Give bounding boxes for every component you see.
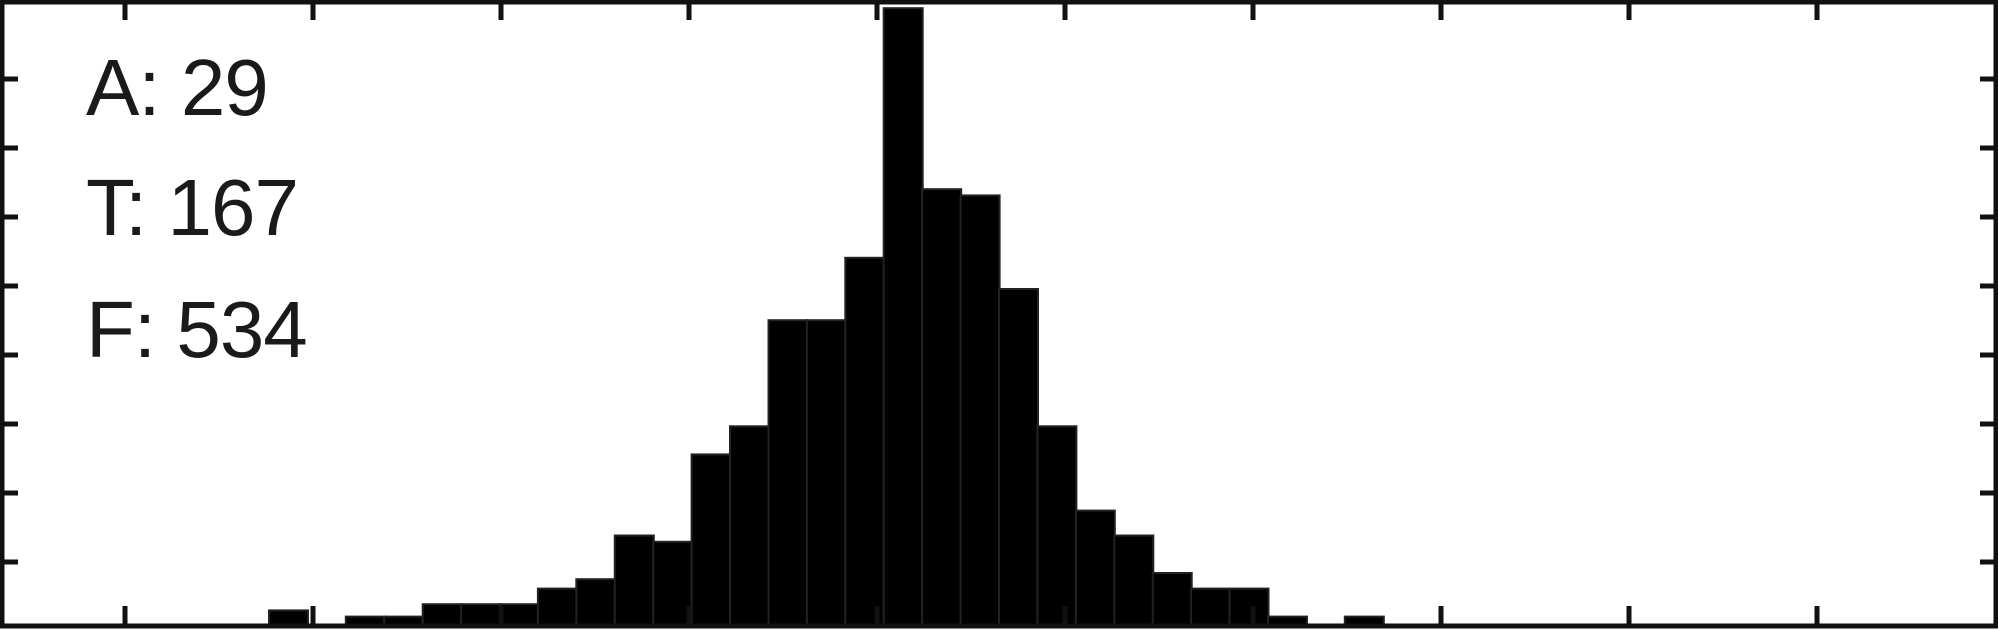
annotation-t: T: 167 xyxy=(86,163,299,252)
histogram-bar xyxy=(767,319,809,627)
histogram-bar xyxy=(690,453,732,627)
histogram-bar xyxy=(1074,509,1116,628)
histogram-bar xyxy=(536,587,578,627)
histogram-bar xyxy=(498,603,540,628)
histogram-bar xyxy=(1151,572,1193,627)
annotation-a: A: 29 xyxy=(86,43,269,132)
histogram-bar xyxy=(1190,587,1232,627)
histogram-bar xyxy=(844,256,886,627)
annotation-f: F: 534 xyxy=(86,285,308,374)
histogram-bar xyxy=(729,425,770,627)
histogram-bar xyxy=(460,603,502,628)
histogram-bar xyxy=(959,194,1001,627)
histogram-bar xyxy=(1113,534,1155,627)
histogram-bar xyxy=(921,188,963,627)
histogram-bar xyxy=(1228,587,1270,627)
histogram-bar xyxy=(998,288,1039,627)
histogram-bar xyxy=(805,319,847,627)
histogram-bar xyxy=(575,578,617,628)
histogram-bar xyxy=(421,603,463,628)
histogram-bar xyxy=(1036,425,1078,627)
histogram-bar xyxy=(613,534,655,627)
histogram-bar xyxy=(882,7,924,627)
histogram-bar xyxy=(652,540,694,627)
